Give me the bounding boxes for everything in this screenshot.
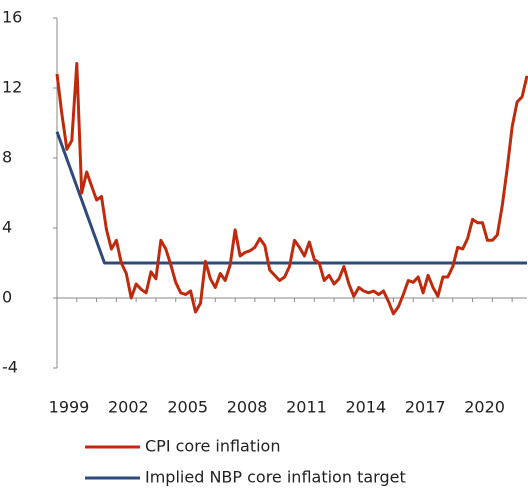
- y-tick-label: -4: [2, 358, 18, 377]
- y-tick-label: 0: [2, 288, 12, 307]
- y-tick-label: 12: [2, 78, 22, 97]
- x-tick-label: 2002: [108, 398, 149, 417]
- x-tick-label: 2014: [345, 398, 386, 417]
- x-tick-label: 2020: [464, 398, 505, 417]
- y-tick-label: 16: [2, 8, 22, 27]
- y-tick-label: 8: [2, 148, 12, 167]
- x-tick-label: 2008: [227, 398, 268, 417]
- legend-label: Implied NBP core inflation target: [145, 468, 406, 487]
- x-tick-label: 2017: [405, 398, 446, 417]
- x-tick-label: 1999: [49, 398, 90, 417]
- series-line: [55, 62, 528, 316]
- x-tick-label: 2005: [167, 398, 208, 417]
- y-tick-label: 4: [2, 218, 12, 237]
- legend-label: CPI core inflation: [145, 437, 280, 456]
- series-line: [55, 131, 527, 265]
- x-tick-label: 2011: [286, 398, 327, 417]
